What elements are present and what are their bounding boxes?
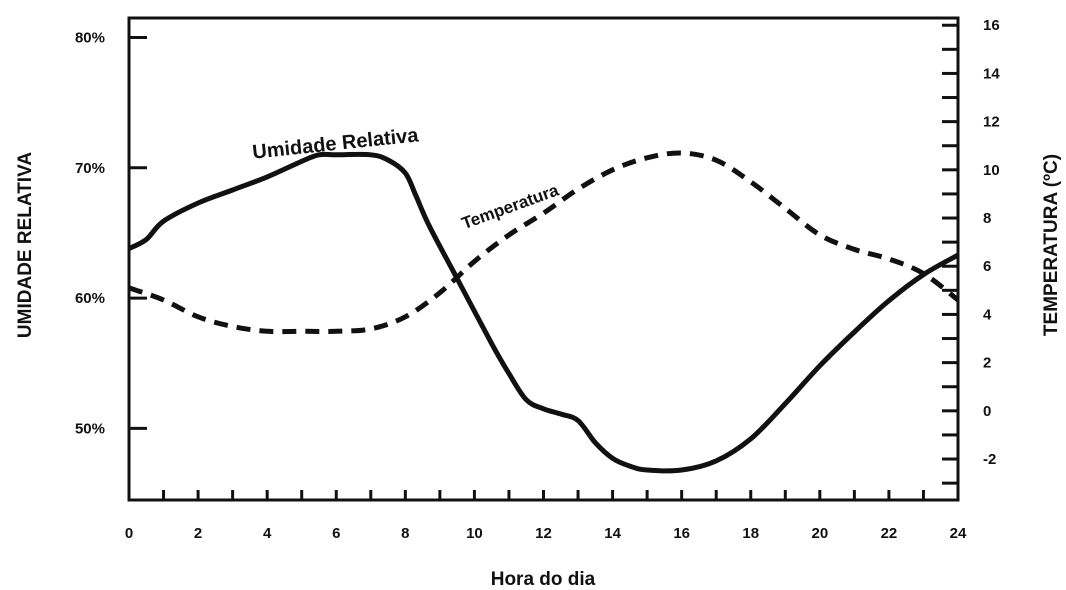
series-line-umidade-relativa: [127, 151, 960, 474]
x-tick-label: 24: [950, 525, 967, 542]
x-tick-label: 14: [604, 525, 621, 542]
y-right-tick-label: 10: [983, 162, 1000, 179]
y-right-tick-label: 2: [983, 355, 991, 372]
x-axis: 0 2 4 6 8 10 12 14 16 18 20 22 24: [125, 490, 967, 542]
x-tick-label: 18: [742, 525, 759, 542]
y-left-tick-label: 70%: [75, 160, 105, 177]
y-right-tick-label: 16: [983, 17, 1000, 34]
y-right-tick-label: 12: [983, 114, 1000, 131]
y-right-tick-label: 4: [983, 306, 992, 323]
x-axis-title: Hora do dia: [491, 569, 596, 590]
x-tick-label: 22: [881, 525, 898, 542]
x-tick-label: 6: [332, 525, 340, 542]
x-tick-label: 0: [125, 525, 133, 542]
y-left-tick-label: 60%: [75, 290, 105, 307]
x-tick-label: 12: [535, 525, 552, 542]
x-tick-label: 20: [811, 525, 828, 542]
y-right-tick-label: 0: [983, 403, 991, 420]
x-tick-label: 2: [194, 525, 202, 542]
y-left-tick-label: 50%: [75, 420, 105, 437]
y-axis-right-title: TEMPERATURA (ºC): [1041, 154, 1062, 336]
y-right-tick-label: 6: [983, 258, 991, 275]
x-tick-label: 8: [401, 525, 409, 542]
y-left-tick-label: 80%: [75, 30, 105, 47]
x-tick-label: 10: [466, 525, 483, 542]
series-group: [127, 150, 960, 474]
y-axis-right: 16 14 12 10 8 6 4 2 0 -2: [942, 17, 1000, 485]
y-axis-left-title: UMIDADE RELATIVA: [15, 152, 36, 338]
x-tick-label: 16: [673, 525, 690, 542]
plot-frame: [127, 16, 960, 502]
y-right-tick-label: 14: [983, 65, 1000, 82]
y-right-tick-label: 8: [983, 210, 991, 227]
x-tick-label: 4: [263, 525, 272, 542]
series-line-temperatura: [128, 150, 960, 335]
y-right-tick-label: -2: [983, 451, 996, 468]
y-axis-left: 80% 70% 60% 50%: [75, 30, 147, 437]
